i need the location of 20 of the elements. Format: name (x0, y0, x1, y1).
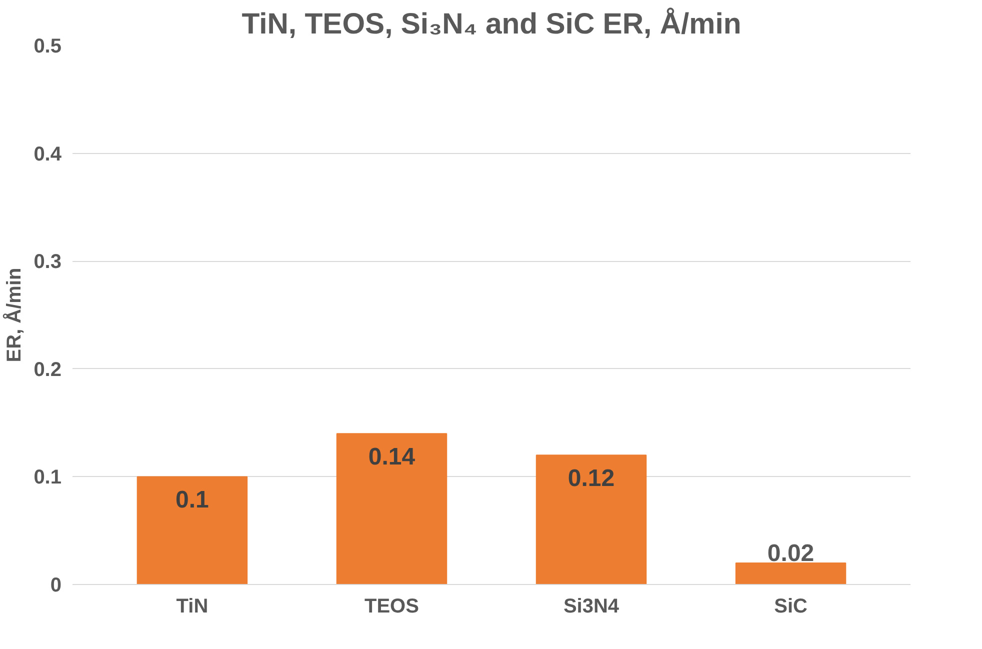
y-tick-label: 0.4 (34, 143, 62, 166)
bar (536, 454, 647, 584)
data-label: 0.14 (368, 444, 416, 471)
x-tick-label: TEOS (364, 596, 419, 618)
bar (136, 476, 248, 584)
data-label: 0.02 (767, 540, 814, 567)
y-tick-label: 0.5 (34, 36, 62, 58)
bar (735, 562, 846, 584)
data-label: 0.12 (568, 465, 615, 492)
x-tick-label: Si3N4 (563, 596, 620, 618)
y-tick-label: 0.2 (34, 358, 62, 381)
y-tick-label: 0 (50, 574, 62, 596)
y-tick-label: 0.3 (34, 251, 62, 274)
data-label: 0.1 (176, 486, 209, 514)
x-tick-label: SiC (774, 596, 808, 618)
y-axis-title: ER, Å/min (2, 268, 26, 362)
bar (336, 433, 448, 584)
y-tick-label: 0.1 (34, 466, 62, 489)
chart-title: TiN, TEOS, Si₃N₄ and SiC ER, Å/min (242, 8, 742, 40)
x-tick-label: TiN (176, 596, 208, 618)
